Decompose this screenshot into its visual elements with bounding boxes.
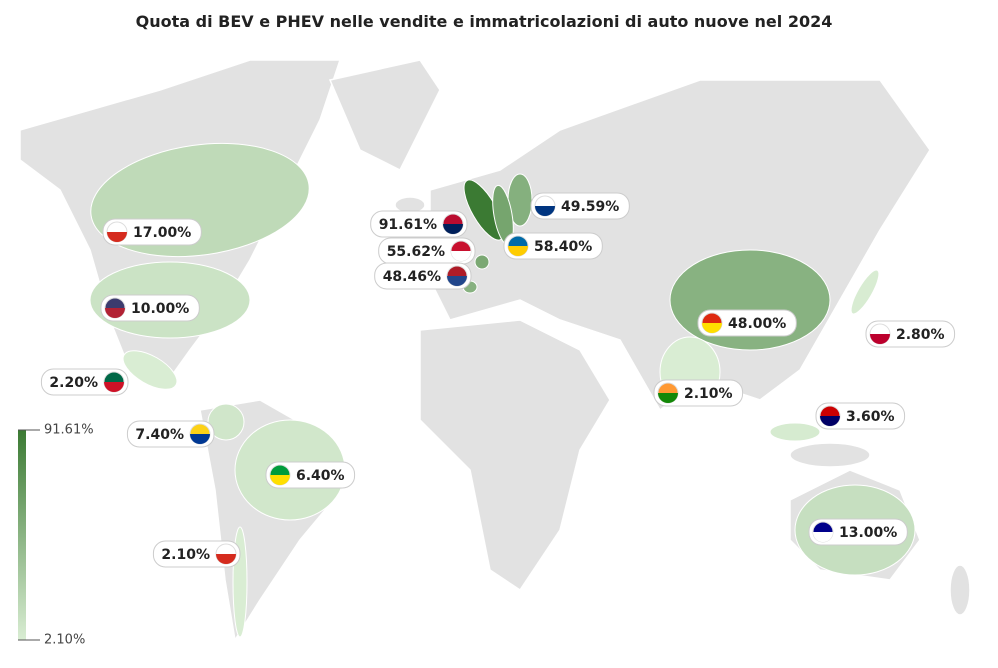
label-pill bbox=[370, 210, 468, 238]
country-label: 6.40% bbox=[265, 461, 356, 489]
label-pill bbox=[100, 294, 200, 322]
colorbar-label: 2.10% bbox=[44, 633, 85, 648]
colorbar-label: 91.61% bbox=[44, 423, 94, 438]
flag-detail bbox=[702, 323, 722, 333]
flag-detail bbox=[658, 393, 678, 403]
country-label: 2.10% bbox=[653, 379, 744, 407]
value-label: 58.40% bbox=[534, 239, 592, 255]
flag-detail bbox=[870, 334, 890, 344]
value-label: 2.10% bbox=[684, 386, 733, 402]
country-label: 49.59% bbox=[530, 192, 630, 220]
label-pill bbox=[808, 518, 908, 546]
label-pill bbox=[374, 262, 472, 290]
value-label: 10.00% bbox=[131, 301, 189, 317]
country-label: 58.40% bbox=[503, 232, 603, 260]
country-label: 2.10% bbox=[152, 540, 241, 568]
value-label: 17.00% bbox=[133, 225, 191, 241]
label-pill bbox=[503, 232, 603, 260]
flag-detail bbox=[535, 206, 555, 216]
flag-detail bbox=[447, 276, 467, 286]
value-label: 55.62% bbox=[387, 244, 445, 260]
country bbox=[122, 350, 178, 390]
country bbox=[850, 269, 880, 315]
label-pill bbox=[530, 192, 630, 220]
value-label: 91.61% bbox=[379, 217, 437, 233]
country-label: 48.46% bbox=[374, 262, 472, 290]
flag-detail bbox=[451, 251, 471, 261]
value-label: 13.00% bbox=[839, 525, 897, 541]
value-label: 6.40% bbox=[296, 468, 345, 484]
colorbar bbox=[18, 430, 26, 640]
labels: 91.61% 55.62% 48.46% 49.59% 58.40% 17.00% 10.0… bbox=[40, 192, 956, 568]
country-label: 91.61% bbox=[370, 210, 468, 238]
value-label: 7.40% bbox=[135, 427, 184, 443]
country-label: 17.00% bbox=[102, 218, 202, 246]
flag-detail bbox=[270, 475, 290, 485]
value-label: 3.60% bbox=[846, 409, 895, 425]
value-label: 49.59% bbox=[561, 199, 619, 215]
flag-detail bbox=[105, 308, 125, 318]
flag-detail bbox=[107, 232, 127, 242]
country-label: 2.20% bbox=[40, 368, 129, 396]
value-label: 2.80% bbox=[896, 327, 945, 343]
flag-detail bbox=[813, 532, 833, 542]
country bbox=[769, 422, 821, 442]
country-label: 13.00% bbox=[808, 518, 908, 546]
value-label: 2.10% bbox=[161, 547, 210, 563]
country bbox=[474, 254, 490, 270]
flag-detail bbox=[820, 416, 840, 426]
country-label: 55.62% bbox=[378, 237, 476, 265]
flag-detail bbox=[190, 434, 210, 444]
value-label: 2.20% bbox=[49, 375, 98, 391]
country-label: 7.40% bbox=[126, 420, 215, 448]
value-label: 48.46% bbox=[383, 269, 441, 285]
flag-detail bbox=[443, 224, 463, 234]
flag-detail bbox=[508, 246, 528, 256]
map-title: Quota di BEV e PHEV nelle vendite e imma… bbox=[136, 12, 833, 31]
country-label: 2.80% bbox=[865, 320, 956, 348]
country-label: 10.00% bbox=[100, 294, 200, 322]
country-label: 48.00% bbox=[697, 309, 797, 337]
value-label: 48.00% bbox=[728, 316, 786, 332]
label-pill bbox=[697, 309, 797, 337]
flag-detail bbox=[104, 382, 124, 392]
label-pill bbox=[102, 218, 202, 246]
flag-detail bbox=[216, 554, 236, 564]
country-label: 3.60% bbox=[815, 402, 906, 430]
